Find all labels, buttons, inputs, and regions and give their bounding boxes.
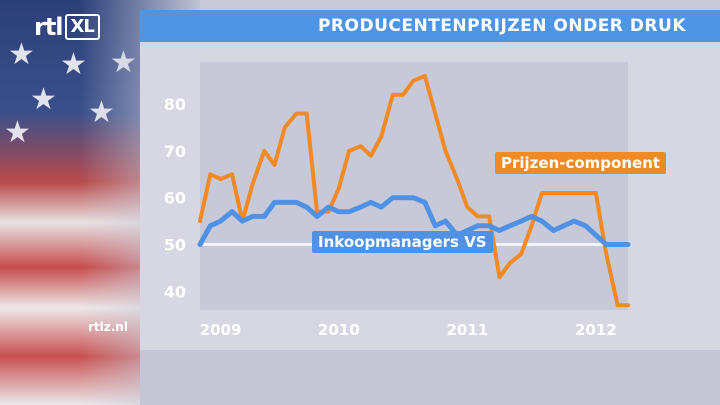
chart-title: PRODUCENTENPRIJZEN ONDER DRUK: [317, 16, 686, 36]
series-label-inkoopmanagers: Inkoopmanagers VS: [312, 231, 493, 253]
site-url: rtlz.nl: [88, 320, 128, 334]
bottom-band: [140, 350, 720, 405]
x-tick-label: 2009: [200, 321, 242, 339]
series-line-inkoopmanagers: [197, 195, 631, 247]
logo-text: rtl: [34, 13, 64, 41]
series-label-prijzen: Prijzen-component: [495, 152, 667, 174]
title-bar: PRODUCENTENPRIJZEN ONDER DRUK: [140, 10, 720, 42]
x-tick-label: 2012: [575, 321, 617, 339]
series-line-prijzen: [198, 74, 630, 308]
y-tick-label: 80: [164, 95, 186, 114]
y-tick-label: 50: [164, 235, 186, 254]
y-tick-label: 60: [164, 189, 186, 208]
plot-area: [200, 62, 628, 310]
rtl-xl-logo: rtl XL: [34, 13, 100, 41]
y-tick-label: 40: [164, 282, 186, 301]
logo-badge: XL: [64, 14, 100, 40]
x-tick-label: 2011: [446, 321, 488, 339]
x-tick-label: 2010: [318, 321, 360, 339]
y-tick-label: 70: [164, 142, 186, 161]
